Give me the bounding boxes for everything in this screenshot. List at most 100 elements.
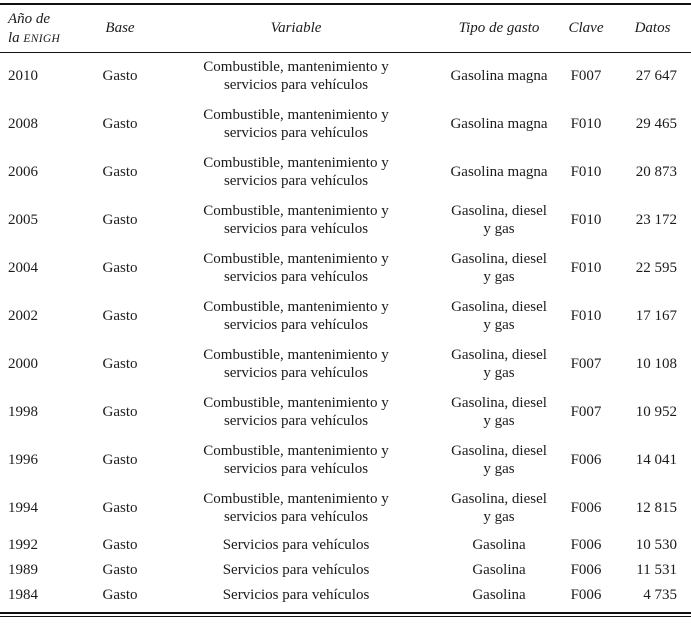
cell-tipo-de-gasto: Gasolina — [472, 586, 526, 603]
cell-variable: Servicios para vehículos — [222, 536, 370, 553]
cell-clave: F007 — [570, 68, 602, 85]
cell-clave: F010 — [570, 116, 602, 133]
cell-tipo-de-gasto: Gasolina, diesel y gas — [451, 395, 547, 429]
table-row: 2000 Gasto Combustible, mantenimiento y … — [0, 341, 691, 389]
cell-variable: Servicios para vehículos — [222, 586, 370, 603]
cell-base: Gasto — [102, 116, 138, 133]
table-row: 2006 Gasto Combustible, mantenimiento y … — [0, 149, 691, 197]
cell-year: 1998 — [8, 404, 38, 421]
cell-base: Gasto — [102, 212, 138, 229]
cell-clave: F006 — [570, 452, 602, 469]
cell-year: 2004 — [8, 260, 38, 277]
table-row: 1984 Gasto Servicios para vehículos Gaso… — [0, 583, 691, 613]
cell-year: 2006 — [8, 164, 38, 181]
cell-tipo-de-gasto: Gasolina, diesel y gas — [451, 203, 547, 237]
cell-clave: F007 — [570, 404, 602, 421]
header-year-line1: Año de — [8, 10, 51, 27]
cell-year: 2008 — [8, 116, 38, 133]
column-header-tipo-de-gasto: Tipo de gasto — [440, 4, 558, 53]
cell-datos: 10 530 — [635, 536, 677, 553]
column-header-variable: Variable — [152, 4, 440, 53]
cell-datos: 10 108 — [635, 356, 677, 373]
cell-tipo-de-gasto: Gasolina magna — [450, 116, 548, 133]
cell-datos: 11 531 — [636, 561, 677, 578]
table-row: 1998 Gasto Combustible, mantenimiento y … — [0, 389, 691, 437]
cell-variable: Combustible, mantenimiento y servicios p… — [203, 347, 389, 381]
cell-tipo-de-gasto: Gasolina magna — [450, 164, 548, 181]
column-header-clave: Clave — [558, 4, 614, 53]
cell-base: Gasto — [102, 452, 138, 469]
table-row: 1996 Gasto Combustible, mantenimiento y … — [0, 437, 691, 485]
cell-variable: Combustible, mantenimiento y servicios p… — [203, 395, 389, 429]
cell-year: 2005 — [8, 212, 38, 229]
cell-datos: 10 952 — [635, 404, 677, 421]
cell-year: 1996 — [8, 452, 38, 469]
cell-base: Gasto — [102, 260, 138, 277]
cell-base: Gasto — [102, 536, 138, 553]
cell-base: Gasto — [102, 308, 138, 325]
cell-variable: Combustible, mantenimiento y servicios p… — [203, 443, 389, 477]
cell-datos: 29 465 — [635, 116, 677, 133]
cell-year: 1989 — [8, 561, 38, 578]
cell-datos: 23 172 — [635, 212, 677, 229]
cell-datos: 22 595 — [635, 260, 677, 277]
cell-clave: F006 — [570, 536, 602, 553]
cell-clave: F010 — [570, 164, 602, 181]
cell-tipo-de-gasto: Gasolina — [472, 561, 526, 578]
cell-clave: F010 — [570, 308, 602, 325]
cell-tipo-de-gasto: Gasolina, diesel y gas — [451, 299, 547, 333]
cell-variable: Servicios para vehículos — [222, 561, 370, 578]
cell-tipo-de-gasto: Gasolina, diesel y gas — [451, 491, 547, 525]
cell-base: Gasto — [102, 500, 138, 517]
cell-base: Gasto — [102, 404, 138, 421]
table-bottom-rule — [0, 616, 691, 617]
table-row: 2005 Gasto Combustible, mantenimiento y … — [0, 197, 691, 245]
table-body: 2010 Gasto Combustible, mantenimiento y … — [0, 53, 691, 614]
cell-variable: Combustible, mantenimiento y servicios p… — [203, 491, 389, 525]
cell-clave: F006 — [570, 500, 602, 517]
cell-tipo-de-gasto: Gasolina magna — [450, 68, 548, 85]
cell-year: 1984 — [8, 586, 38, 603]
cell-variable: Combustible, mantenimiento y servicios p… — [203, 203, 389, 237]
cell-clave: F006 — [570, 561, 602, 578]
cell-year: 1992 — [8, 536, 38, 553]
cell-datos: 20 873 — [635, 164, 677, 181]
cell-clave: F010 — [570, 212, 602, 229]
cell-tipo-de-gasto: Gasolina — [472, 536, 526, 553]
cell-datos: 4 735 — [643, 586, 677, 603]
cell-year: 2010 — [8, 68, 38, 85]
table-row: 2010 Gasto Combustible, mantenimiento y … — [0, 53, 691, 102]
cell-datos: 12 815 — [635, 500, 677, 517]
cell-variable: Combustible, mantenimiento y servicios p… — [203, 107, 389, 141]
cell-variable: Combustible, mantenimiento y servicios p… — [203, 299, 389, 333]
cell-base: Gasto — [102, 164, 138, 181]
header-year-line2-prefix: la — [8, 29, 24, 46]
cell-year: 2000 — [8, 356, 38, 373]
column-header-datos: Datos — [614, 4, 691, 53]
table-header: Año de la ENIGH Base Variable Tipo de gas… — [0, 4, 691, 53]
cell-tipo-de-gasto: Gasolina, diesel y gas — [451, 347, 547, 381]
cell-clave: F010 — [570, 260, 602, 277]
cell-datos: 14 041 — [635, 452, 677, 469]
cell-tipo-de-gasto: Gasolina, diesel y gas — [451, 443, 547, 477]
cell-base: Gasto — [102, 561, 138, 578]
cell-base: Gasto — [102, 68, 138, 85]
enigh-data-table: Año de la ENIGH Base Variable Tipo de gas… — [0, 3, 691, 614]
cell-year: 2002 — [8, 308, 38, 325]
cell-base: Gasto — [102, 586, 138, 603]
table-row: 2004 Gasto Combustible, mantenimiento y … — [0, 245, 691, 293]
table-row: 1989 Gasto Servicios para vehículos Gaso… — [0, 558, 691, 583]
column-header-year: Año de la ENIGH — [0, 4, 88, 53]
header-row: Año de la ENIGH Base Variable Tipo de gas… — [0, 4, 691, 53]
table-row: 2002 Gasto Combustible, mantenimiento y … — [0, 293, 691, 341]
cell-tipo-de-gasto: Gasolina, diesel y gas — [451, 251, 547, 285]
cell-year: 1994 — [8, 500, 38, 517]
column-header-base: Base — [88, 4, 152, 53]
cell-base: Gasto — [102, 356, 138, 373]
cell-datos: 17 167 — [635, 308, 677, 325]
cell-datos: 27 647 — [635, 68, 677, 85]
table-row: 1992 Gasto Servicios para vehículos Gaso… — [0, 533, 691, 558]
header-year-acronym: ENIGH — [23, 32, 61, 45]
cell-clave: F007 — [570, 356, 602, 373]
